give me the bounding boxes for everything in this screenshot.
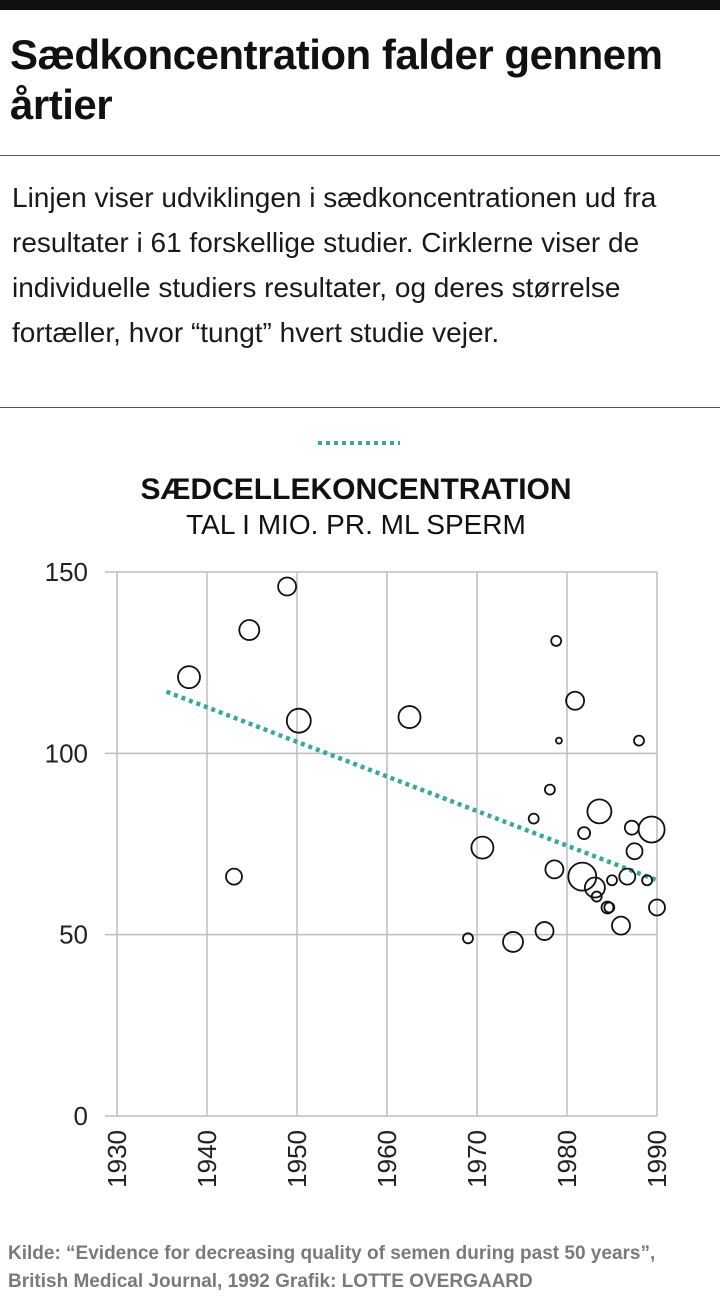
data-point xyxy=(544,783,556,796)
data-point xyxy=(623,819,640,836)
data-point xyxy=(606,874,618,887)
data-point xyxy=(550,635,563,647)
graphic-credit: Grafik: LOTTE OVERGAARD xyxy=(275,1271,533,1292)
data-point xyxy=(633,734,645,747)
x-tick-label: 1990 xyxy=(642,1130,672,1188)
data-point xyxy=(590,890,603,903)
source-credit: Kilde: “Evidence for decreasing quality … xyxy=(8,1243,656,1292)
data-point xyxy=(462,932,474,945)
x-axis-ticks: 1930 1940 1950 1960 1970 1980 1990 xyxy=(102,1130,672,1188)
data-point xyxy=(470,835,495,860)
trend-line xyxy=(165,689,658,883)
x-tick-label: 1950 xyxy=(282,1130,312,1188)
data-point xyxy=(544,859,565,880)
data-point xyxy=(637,815,666,844)
y-axis-ticks: 0 50 100 150 xyxy=(45,557,88,1131)
data-point xyxy=(577,826,591,841)
chart-area: SÆDCELLEKONCENTRATION TAL I MIO. PR. ML … xyxy=(0,410,720,1245)
data-point xyxy=(641,874,653,887)
data-point xyxy=(603,901,616,914)
data-point xyxy=(625,842,644,861)
data-point xyxy=(277,576,298,597)
divider xyxy=(0,407,720,408)
x-tick-label: 1930 xyxy=(102,1130,132,1188)
data-point xyxy=(534,921,555,941)
footer: Kilde: “Evidence for decreasing quality … xyxy=(8,1240,713,1296)
y-tick-label: 0 xyxy=(74,1101,88,1131)
gridlines xyxy=(105,571,658,1117)
y-tick-label: 100 xyxy=(45,738,88,768)
data-point xyxy=(555,736,563,745)
y-tick-label: 150 xyxy=(45,557,88,587)
top-bar xyxy=(0,0,720,10)
y-tick-label: 50 xyxy=(59,920,88,950)
x-tick-label: 1960 xyxy=(372,1130,402,1188)
trend-series xyxy=(165,689,658,883)
x-tick-label: 1980 xyxy=(552,1130,582,1188)
data-point xyxy=(618,867,637,886)
divider xyxy=(0,155,720,156)
data-point xyxy=(565,690,585,711)
scatter-chart: SÆDCELLEKONCENTRATION TAL I MIO. PR. ML … xyxy=(45,441,672,1188)
data-point xyxy=(397,705,422,729)
page-title: Sædkoncentration falder gennem årtier xyxy=(10,31,663,128)
data-point xyxy=(177,665,201,690)
data-point xyxy=(225,867,243,886)
data-point xyxy=(611,915,631,936)
data-point xyxy=(527,812,540,825)
subtitle: Linjen viser udviklingen i sædkoncentrat… xyxy=(12,182,657,348)
scatter-points xyxy=(177,576,666,953)
data-point xyxy=(238,619,261,641)
y-axis-label: TAL I MIO. PR. ML SPERM xyxy=(186,509,526,540)
data-point xyxy=(567,861,598,892)
data-point xyxy=(502,931,524,953)
data-point xyxy=(584,876,606,899)
x-tick-label: 1940 xyxy=(192,1130,222,1188)
chart-title: SÆDCELLEKONCENTRATION xyxy=(140,473,571,506)
data-point xyxy=(586,798,613,825)
x-tick-label: 1970 xyxy=(462,1130,492,1188)
data-point xyxy=(285,707,312,734)
data-point xyxy=(648,898,666,917)
